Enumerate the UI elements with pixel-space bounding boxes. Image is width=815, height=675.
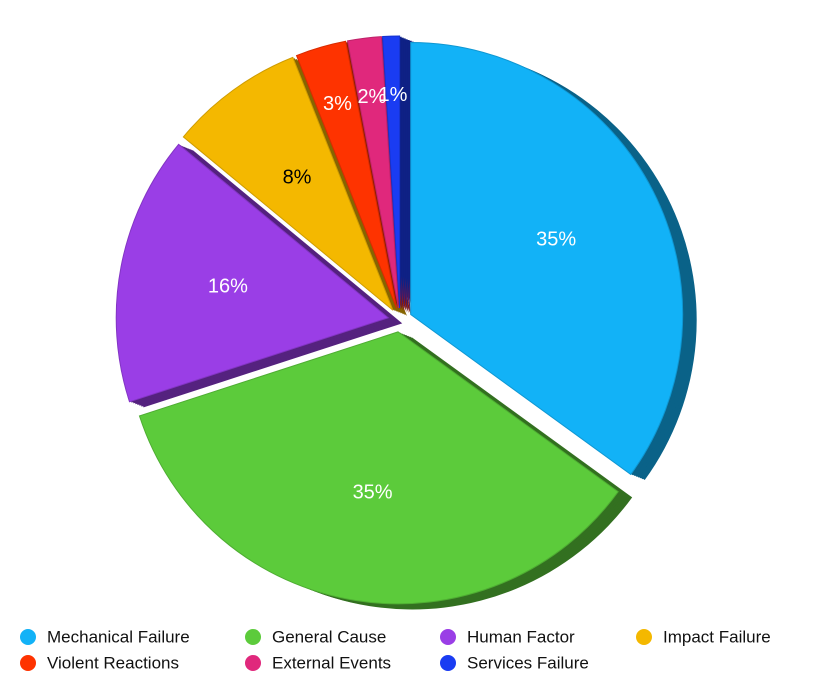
legend-swatch: [636, 629, 652, 645]
data-label: 16%: [208, 275, 248, 297]
data-label: 8%: [283, 167, 312, 189]
data-label: 1%: [379, 84, 408, 106]
legend-label: Services Failure: [467, 653, 589, 672]
data-label: 35%: [353, 481, 393, 503]
legend-swatch: [440, 655, 456, 671]
slice: [346, 36, 399, 309]
legend-label: Human Factor: [467, 627, 575, 646]
slice: [410, 42, 684, 476]
slice: [138, 331, 619, 605]
legend-swatch: [245, 629, 261, 645]
slice: [182, 56, 394, 311]
legend-label: Violent Reactions: [47, 653, 179, 672]
legend-label: Mechanical Failure: [47, 627, 190, 646]
data-label: 3%: [323, 93, 352, 115]
legend-label: Impact Failure: [663, 627, 771, 646]
slice: [382, 35, 401, 309]
legend-swatch: [20, 655, 36, 671]
slice: [115, 143, 390, 403]
legend-label: External Events: [272, 653, 391, 672]
slice: [295, 40, 398, 309]
data-label: 2%: [357, 86, 386, 108]
data-label: 35%: [536, 229, 576, 251]
legend-swatch: [245, 655, 261, 671]
legend-swatch: [440, 629, 456, 645]
legend-label: General Cause: [272, 627, 386, 646]
legend-swatch: [20, 629, 36, 645]
